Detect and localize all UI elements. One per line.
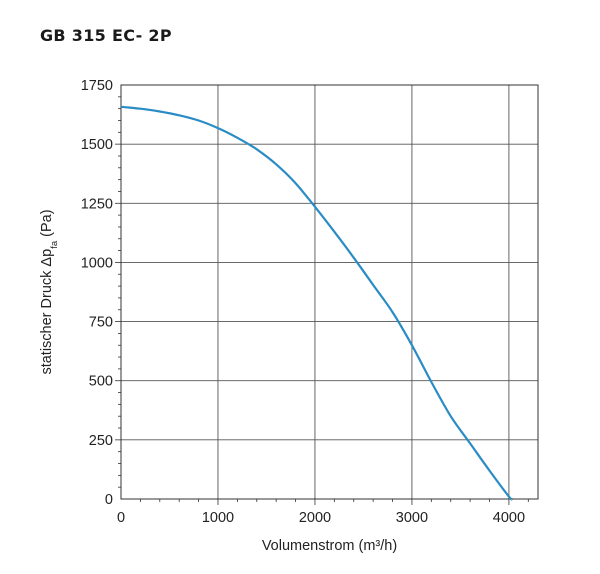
x-tick-label: 4000 xyxy=(493,510,525,526)
y-axis-label-main: statischer Druck Δp xyxy=(39,249,55,375)
y-tick-label: 1000 xyxy=(81,255,113,271)
x-axis-label: Volumenstrom (m³/h) xyxy=(262,538,397,554)
plot-frame xyxy=(120,84,539,500)
x-tick-label: 2000 xyxy=(299,510,331,526)
y-tick-label: 1250 xyxy=(81,196,113,212)
y-axis-label: statischer Druck Δpfa (Pa) xyxy=(39,209,60,374)
y-tick-label: 0 xyxy=(105,492,113,508)
y-tick-label: 750 xyxy=(89,315,113,331)
minor-ticks xyxy=(115,96,529,505)
y-tick-label: 1500 xyxy=(81,137,113,153)
series-line xyxy=(120,105,513,501)
y-tick-labels: 0 250 500 750 1000 1250 1500 1750 xyxy=(81,78,113,508)
y-tick-label: 500 xyxy=(89,374,113,390)
x-tick-label: 1000 xyxy=(202,510,234,526)
chart-title: GB 315 EC- 2P xyxy=(40,26,172,45)
y-tick-label: 250 xyxy=(89,433,113,449)
y-axis-label-subscript: fa xyxy=(49,240,60,249)
y-axis-label-unit: (Pa) xyxy=(39,209,55,240)
y-tick-label: 1750 xyxy=(81,78,113,94)
x-tick-label: 0 xyxy=(117,510,125,526)
x-tick-labels: 0 1000 2000 3000 4000 xyxy=(117,510,525,526)
grid xyxy=(121,85,538,499)
x-tick-label: 3000 xyxy=(396,510,428,526)
